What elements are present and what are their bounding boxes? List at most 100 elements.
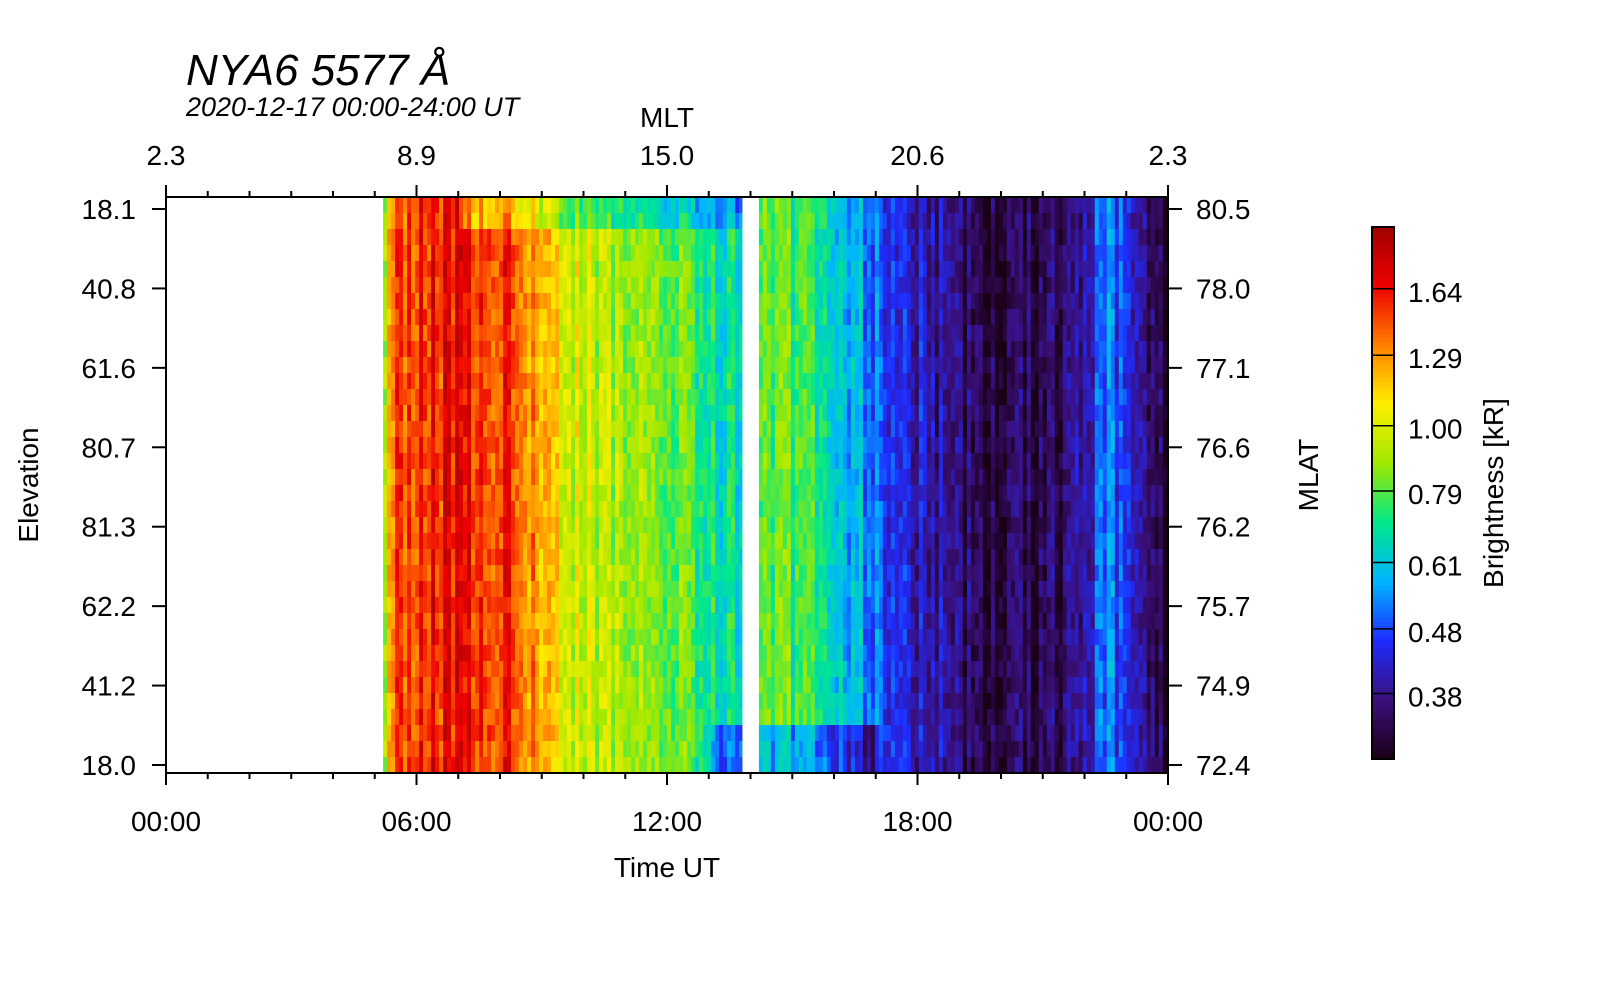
heatmap-cell	[695, 245, 700, 262]
heatmap-cell	[926, 245, 932, 262]
heatmap-cell	[762, 629, 768, 646]
heatmap-cell	[399, 229, 404, 246]
heatmap-cell	[683, 533, 688, 550]
heatmap-cell	[543, 677, 548, 694]
heatmap-cell	[862, 453, 868, 470]
heatmap-cell	[719, 421, 724, 438]
heatmap-cell	[523, 437, 528, 454]
heatmap-cell	[934, 549, 940, 566]
heatmap-cell	[914, 565, 920, 582]
heatmap-cell	[463, 565, 468, 582]
heatmap-cell	[667, 741, 672, 758]
heatmap-cell	[403, 741, 408, 758]
heatmap-cell	[419, 469, 424, 486]
heatmap-cell	[794, 677, 800, 694]
heatmap-cell	[459, 389, 464, 406]
heatmap-cell	[842, 613, 848, 630]
heatmap-cell	[786, 325, 792, 342]
heatmap-cell	[411, 277, 416, 294]
heatmap-cell	[715, 357, 720, 374]
heatmap-cell	[463, 229, 468, 246]
heatmap-cell	[451, 421, 456, 438]
heatmap-cell	[435, 277, 440, 294]
heatmap-cell	[431, 629, 436, 646]
heatmap-cell	[495, 693, 500, 710]
heatmap-cell	[858, 533, 864, 550]
heatmap-cell	[579, 565, 584, 582]
heatmap-cell	[850, 469, 856, 486]
heatmap-cell	[443, 709, 448, 726]
heatmap-cell	[794, 629, 800, 646]
heatmap-cell	[627, 501, 632, 518]
heatmap-cell	[579, 485, 584, 502]
heatmap-cell	[447, 741, 452, 758]
heatmap-cell	[695, 709, 700, 726]
heatmap-cell	[898, 757, 904, 774]
heatmap-cell	[415, 197, 420, 214]
heatmap-cell	[826, 533, 832, 550]
heatmap-cell	[874, 357, 880, 374]
heatmap-cell	[711, 197, 716, 214]
heatmap-cell	[930, 613, 936, 630]
heatmap-cell	[435, 725, 440, 742]
heatmap-cell	[419, 357, 424, 374]
heatmap-cell	[882, 277, 888, 294]
heatmap-cell	[459, 645, 464, 662]
heatmap-cell	[431, 485, 436, 502]
heatmap-cell	[798, 197, 804, 214]
heatmap-cell	[651, 245, 656, 262]
heatmap-cell	[471, 245, 476, 262]
heatmap-cell	[822, 405, 828, 422]
heatmap-cell	[814, 261, 820, 278]
heatmap-cell	[810, 645, 816, 662]
heatmap-cell	[403, 277, 408, 294]
heatmap-cell	[914, 469, 920, 486]
heatmap-cell	[599, 373, 604, 390]
heatmap-cell	[766, 725, 772, 742]
heatmap-cell	[774, 389, 780, 406]
heatmap-cell	[786, 469, 792, 486]
heatmap-cell	[387, 421, 392, 438]
heatmap-cell	[563, 629, 568, 646]
heatmap-cell	[619, 549, 624, 566]
heatmap-cell	[914, 693, 920, 710]
heatmap-cell	[786, 485, 792, 502]
heatmap-cell	[635, 357, 640, 374]
heatmap-cell	[403, 453, 408, 470]
heatmap-cell	[782, 261, 788, 278]
heatmap-cell	[938, 501, 944, 518]
heatmap-cell	[842, 677, 848, 694]
heatmap-cell	[866, 565, 872, 582]
heatmap-cell	[463, 261, 468, 278]
heatmap-cell	[739, 757, 743, 774]
heatmap-cell	[778, 469, 784, 486]
heatmap-cell	[946, 565, 952, 582]
heatmap-cell	[786, 709, 792, 726]
heatmap-cell	[451, 389, 456, 406]
heatmap-cell	[898, 357, 904, 374]
heatmap-cell	[495, 501, 500, 518]
heatmap-cell	[471, 421, 476, 438]
heatmap-cell	[794, 613, 800, 630]
heatmap-cell	[790, 293, 796, 310]
heatmap-cell	[782, 741, 788, 758]
heatmap-cell	[946, 261, 952, 278]
heatmap-cell	[826, 741, 832, 758]
heatmap-cell	[435, 741, 440, 758]
heatmap-cell	[383, 517, 388, 534]
heatmap-cell	[762, 309, 768, 326]
heatmap-cell	[627, 693, 632, 710]
heatmap-cell	[539, 229, 544, 246]
heatmap-cell	[866, 517, 872, 534]
heatmap-cell	[643, 389, 648, 406]
heatmap-cell	[563, 693, 568, 710]
heatmap-cell	[711, 757, 716, 774]
heatmap-cell	[838, 549, 844, 566]
heatmap-cell	[459, 597, 464, 614]
heatmap-cell	[659, 757, 664, 774]
heatmap-cell	[735, 421, 740, 438]
heatmap-cell	[910, 501, 916, 518]
heatmap-cell	[886, 645, 892, 662]
heatmap-cell	[611, 389, 616, 406]
heatmap-cell	[427, 485, 432, 502]
